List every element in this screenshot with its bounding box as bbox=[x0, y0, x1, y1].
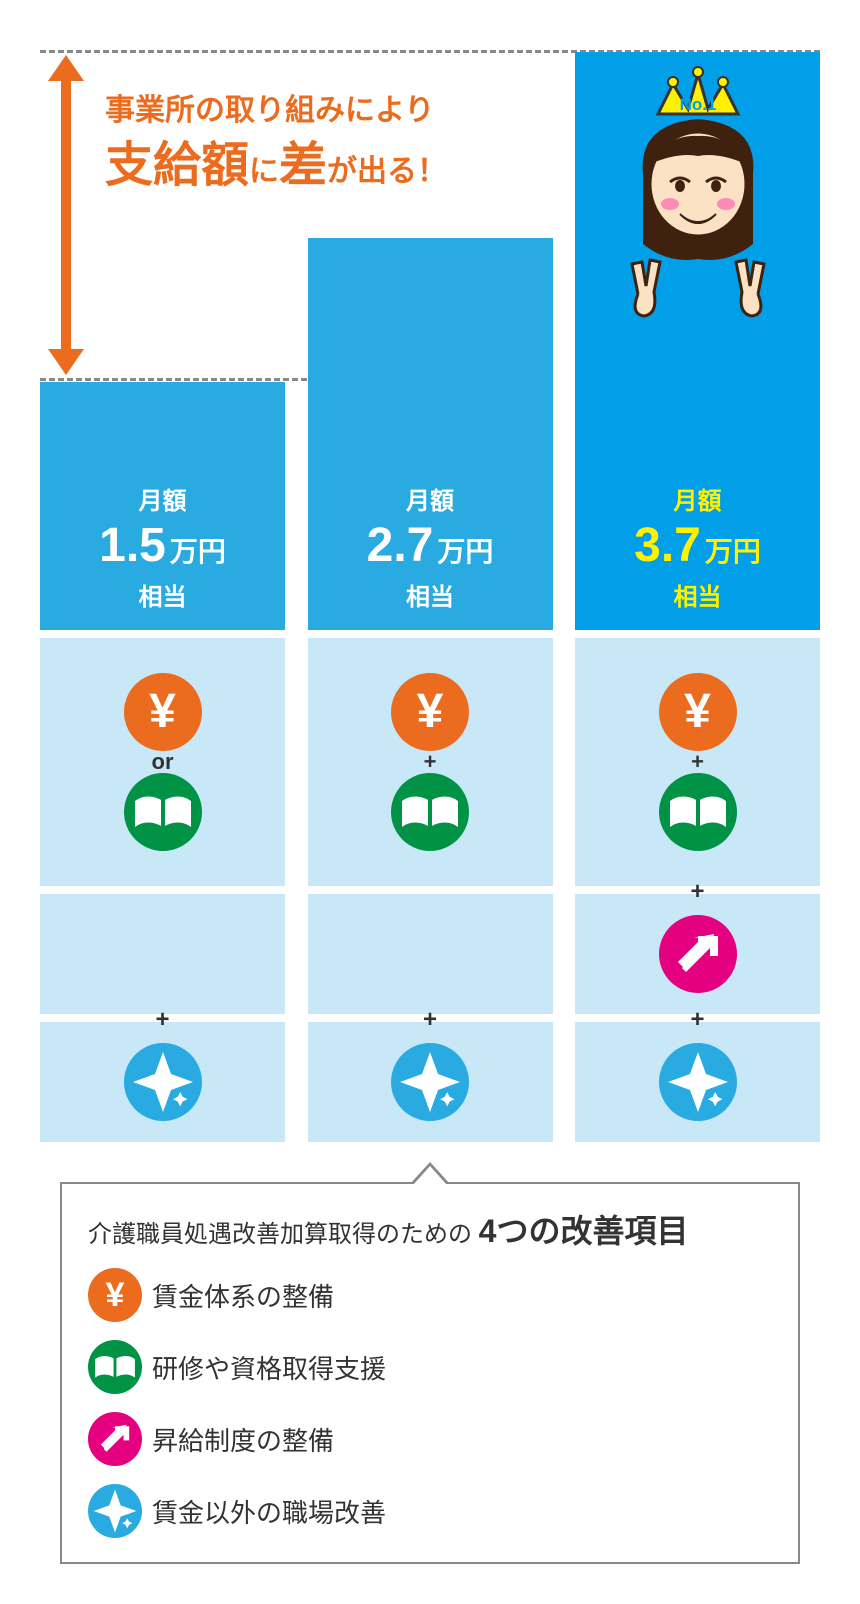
cell-3-spark: + bbox=[575, 1022, 820, 1142]
spark-icon bbox=[659, 1043, 737, 1121]
bar-2-body: 月額 2.7万円 相当 bbox=[308, 238, 553, 630]
yen-icon: ¥ bbox=[659, 673, 737, 751]
cell-1-yen-book: ¥ or bbox=[40, 638, 285, 886]
legend-title: 介護職員処遇改善加算取得のための 4つの改善項目 bbox=[88, 1206, 772, 1252]
yen-icon: ¥ bbox=[391, 673, 469, 751]
bar-3-body: No.1 bbox=[575, 52, 820, 630]
bar-chart: 月額 1.5万円 相当 月額 2.7万円 相当 bbox=[40, 50, 820, 630]
cell-1-spark: + bbox=[40, 1022, 285, 1142]
legend-items: ¥ 賃金体系の整備 研修や資格取得支援 昇給制度の整備 賃金以外の職場改善 bbox=[88, 1268, 772, 1538]
legend-item-spark: 賃金以外の職場改善 bbox=[88, 1484, 418, 1538]
cell-3-arrow: + bbox=[575, 894, 820, 1014]
legend: 介護職員処遇改善加算取得のための 4つの改善項目 ¥ 賃金体系の整備 研修や資格… bbox=[60, 1182, 800, 1564]
legend-item-yen: ¥ 賃金体系の整備 bbox=[88, 1268, 418, 1322]
grid-col-3: ¥ + + + bbox=[575, 630, 820, 1142]
infographic-root: 事業所の取り組みにより 支給額に差が出る！ 月額 1.5万円 相当 月額 2.7… bbox=[0, 0, 860, 1604]
crown-girl-illustration: No.1 bbox=[608, 64, 788, 344]
arrow-icon bbox=[88, 1412, 142, 1466]
arrow-icon bbox=[659, 915, 737, 993]
yen-icon: ¥ bbox=[124, 673, 202, 751]
book-icon bbox=[124, 773, 202, 851]
grid-col-1: ¥ or + bbox=[40, 630, 285, 1142]
yen-icon: ¥ bbox=[88, 1268, 142, 1322]
book-icon bbox=[88, 1340, 142, 1394]
book-icon bbox=[391, 773, 469, 851]
bar-1-label: 月額 bbox=[139, 481, 187, 516]
spark-icon bbox=[124, 1043, 202, 1121]
book-icon bbox=[659, 773, 737, 851]
items-grid: ¥ or + ¥ + + ¥ bbox=[40, 630, 820, 1142]
bar-1-body: 月額 1.5万円 相当 bbox=[40, 382, 285, 630]
cell-2-spark: + bbox=[308, 1022, 553, 1142]
bar-2: 月額 2.7万円 相当 bbox=[308, 238, 553, 630]
connector-or: or bbox=[152, 751, 174, 773]
cell-2-empty bbox=[308, 894, 553, 1014]
grid-col-2: ¥ + + bbox=[308, 630, 553, 1142]
legend-item-book: 研修や資格取得支援 bbox=[88, 1340, 418, 1394]
legend-item-arrow: 昇給制度の整備 bbox=[88, 1412, 418, 1466]
cell-3-yen-book: ¥ + bbox=[575, 638, 820, 886]
spark-icon bbox=[88, 1484, 142, 1538]
cell-1-empty bbox=[40, 894, 285, 1014]
cell-2-yen-book: ¥ + bbox=[308, 638, 553, 886]
crown-label: No.1 bbox=[679, 95, 716, 114]
bar-3: No.1 bbox=[575, 52, 820, 630]
bar-1: 月額 1.5万円 相当 bbox=[40, 382, 285, 630]
connector-plus: + bbox=[424, 751, 437, 773]
spark-icon bbox=[391, 1043, 469, 1121]
